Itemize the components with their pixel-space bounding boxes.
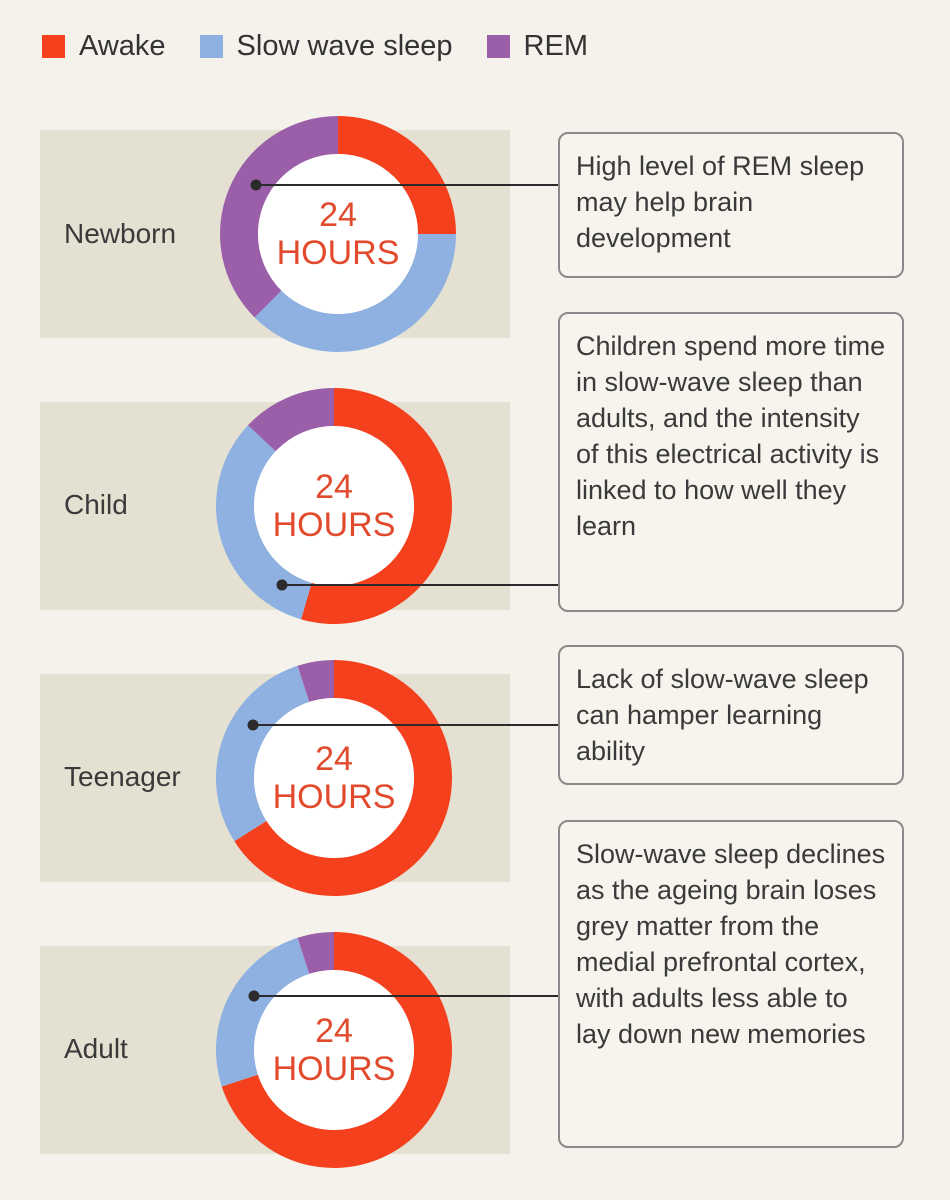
donut-center-text-newborn-1: HOURS [277,234,400,272]
donut-center-text-adult-0: 24 [315,1012,353,1050]
row-label-newborn: Newborn [64,218,177,249]
donut-hole-newborn [258,154,418,314]
legend: Awake Slow wave sleep REM [42,30,622,63]
donut-slice-child-rem [247,388,334,452]
donut-slice-newborn-slow-wave-sleep [254,234,456,352]
donut-center-text-child-0: 24 [315,468,353,506]
leader-dot-teenager [247,719,259,731]
legend-label-rem: REM [523,30,588,62]
donut-center-text-adult-1: HOURS [273,1050,396,1088]
callout-child: Children spend more time in slow-wave sl… [558,312,904,612]
row-label-adult: Adult [64,1033,128,1064]
donut-slice-newborn-rem [219,116,338,318]
donut-slice-child-awake [301,388,452,624]
leader-dot-adult [248,990,260,1002]
callout-teenager: Lack of slow-wave sleep can hamper learn… [558,645,904,785]
donut-center-text-teenager-0: 24 [315,740,353,778]
legend-swatch-slow-wave [199,35,223,58]
callout-newborn: High level of REM sleep may help brain d… [558,132,904,278]
legend-swatch-rem [486,35,510,58]
donut-hole-adult [254,970,414,1130]
donut-slice-child-slow-wave-sleep [215,425,312,620]
legend-swatch-awake [42,35,65,58]
leader-dot-child [276,579,288,591]
donut-slice-teenager-awake [234,660,452,896]
legend-item-awake: Awake [42,30,166,63]
donut-center-text-newborn-0: 24 [319,196,357,234]
legend-item-slow-wave: Slow wave sleep [199,30,453,63]
donut-center-text-teenager-1: HOURS [273,778,396,816]
donut-slice-adult-rem [297,932,334,974]
donut-slice-teenager-rem [297,660,334,702]
legend-label-awake: Awake [79,30,166,62]
legend-item-rem: REM [486,30,588,63]
donut-hole-teenager [254,698,414,858]
donut-hole-child [254,426,414,586]
callout-adult: Slow-wave sleep declines as the ageing b… [558,820,904,1148]
donut-slice-adult-slow-wave-sleep [216,937,310,1087]
donut-slice-newborn-awake [338,116,456,234]
legend-label-slow-wave: Slow wave sleep [236,30,453,62]
donut-center-text-child-1: HOURS [273,506,396,544]
leader-dot-newborn [250,179,262,191]
row-label-teenager: Teenager [64,761,181,792]
donut-slice-teenager-slow-wave-sleep [216,665,310,842]
row-label-child: Child [64,489,128,520]
donut-slice-adult-awake [221,932,453,1168]
